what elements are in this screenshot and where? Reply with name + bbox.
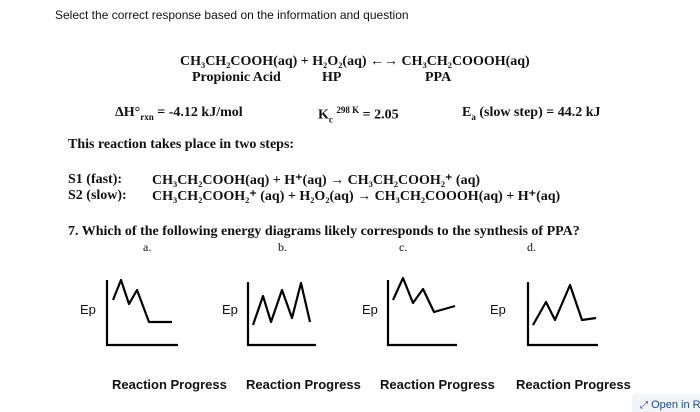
symbol: ΔH° bbox=[115, 105, 141, 120]
value: (slow step) = 44.2 kJ bbox=[479, 105, 601, 120]
energy-curve bbox=[111, 278, 172, 324]
diagram-d bbox=[526, 282, 598, 347]
energy-curve bbox=[391, 276, 456, 314]
subscript: c bbox=[328, 114, 333, 125]
y-axis-label: Ep bbox=[490, 302, 506, 317]
species-label: HP bbox=[322, 70, 342, 85]
superscript: 298 K bbox=[336, 105, 360, 115]
instruction: Select the correct response based on the… bbox=[55, 8, 409, 22]
button-label: Open in R bbox=[651, 399, 700, 411]
option-letter: b. bbox=[278, 240, 287, 254]
option-letter: d. bbox=[527, 240, 536, 254]
step-label: S1 (fast): bbox=[68, 172, 123, 187]
step-label: S2 (slow): bbox=[68, 188, 127, 203]
activation-energy: Ea (slow step) = 44.2 kJ bbox=[462, 105, 601, 122]
question: 7. Which of the following energy diagram… bbox=[68, 224, 580, 239]
steps-intro: This reaction takes place in two steps: bbox=[68, 137, 295, 152]
option-letter: c. bbox=[399, 240, 408, 254]
subscript: rxn bbox=[140, 111, 154, 122]
step-equation: CH₃CH₂COOH₂⁺ (aq) + H₂O₂(aq) → CH₃CH₂COO… bbox=[152, 189, 561, 204]
value: = -4.12 kJ/mol bbox=[157, 105, 243, 120]
diagram-b bbox=[246, 281, 316, 347]
subscript: a bbox=[471, 111, 476, 122]
option-letter: a. bbox=[143, 240, 152, 254]
diagram-a bbox=[105, 278, 178, 347]
symbol: E bbox=[462, 105, 472, 120]
x-axis-label: Reaction Progress bbox=[246, 377, 361, 392]
equilibrium-constant: Kc 298 K = 2.05 bbox=[318, 105, 399, 124]
x-axis-label: Reaction Progress bbox=[112, 377, 227, 392]
step-equation: CH₃CH₂COOH(aq) + H⁺(aq) → CH₃CH₂COOH₂⁺ (… bbox=[152, 173, 481, 188]
value: = 2.05 bbox=[362, 107, 399, 123]
species-label: Propionic Acid bbox=[192, 70, 281, 85]
x-axis-label: Reaction Progress bbox=[380, 377, 495, 392]
open-button[interactable]: ⤢ Open in R bbox=[632, 394, 700, 412]
enthalpy: ΔH°rxn = -4.12 kJ/mol bbox=[115, 105, 243, 122]
reaction-equation: CH₃CH₂COOH(aq) + H₂O₂(aq) ←→ CH₃CH₂COOOH… bbox=[180, 54, 530, 69]
x-axis-label: Reaction Progress bbox=[516, 377, 631, 392]
species-label: PPA bbox=[425, 70, 452, 85]
y-axis-label: Ep bbox=[362, 302, 378, 317]
diagram-c bbox=[386, 276, 457, 347]
energy-curve bbox=[251, 281, 312, 326]
y-axis-label: Ep bbox=[222, 302, 238, 317]
energy-curve bbox=[532, 283, 597, 326]
symbol: K bbox=[318, 107, 329, 123]
y-axis-label: Ep bbox=[80, 302, 96, 317]
